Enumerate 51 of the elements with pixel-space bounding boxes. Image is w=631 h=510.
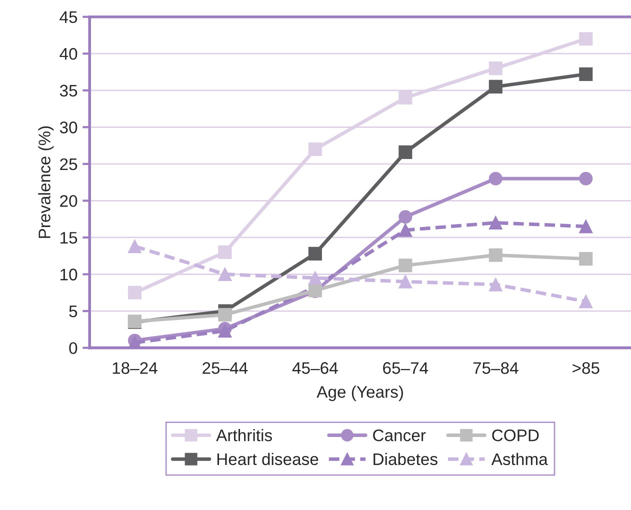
y-tick-label: 30 [60,122,78,134]
legend-label: COPD [492,429,539,442]
y-tick-label: 20 [60,195,78,207]
point [488,172,502,186]
point [398,210,412,224]
x-tick-label: 65–74 [383,362,428,374]
y-tick-label: 10 [60,268,78,280]
point [579,252,593,266]
point [488,80,502,94]
y-axis-title: Prevalence (%) [38,126,54,238]
legend-label: Asthma [491,452,548,466]
x-tick-label: >85 [572,362,600,374]
x-tick-label: 18–24 [112,362,158,374]
point [308,246,322,260]
point [488,216,502,230]
y-tick-label: 25 [60,158,78,170]
point [218,245,232,259]
point [308,142,322,156]
point [398,90,412,105]
x-tick-label: 45–64 [292,362,338,374]
point [488,62,502,76]
point [398,274,412,288]
y-tick-label: 45 [60,11,78,24]
point [398,258,412,272]
y-tick-label: 15 [60,232,78,244]
legend-label: Arthritis [216,429,272,442]
point [128,240,142,254]
point [218,324,232,338]
point [579,220,593,234]
y-tick-label: 40 [60,48,78,60]
point [128,286,142,300]
y-tick-label: 5 [69,306,78,318]
point [488,278,502,292]
point [398,145,412,159]
legend-label: Diabetes [374,452,438,466]
legend-label: Heart disease [217,452,318,466]
x-tick-label: 25–44 [202,362,248,374]
point [579,32,593,46]
point [308,271,322,285]
point [579,67,593,81]
point [488,248,502,262]
x-tick-label: 75–84 [473,362,518,374]
point [218,267,232,282]
y-tick-label: 35 [60,84,78,97]
y-tick-label: 0 [69,342,78,354]
point [218,308,232,322]
point [579,294,593,308]
legend-label: Cancer [373,429,426,442]
point [579,172,593,186]
point [398,223,412,237]
x-axis-title: Age (Years) [316,386,403,402]
